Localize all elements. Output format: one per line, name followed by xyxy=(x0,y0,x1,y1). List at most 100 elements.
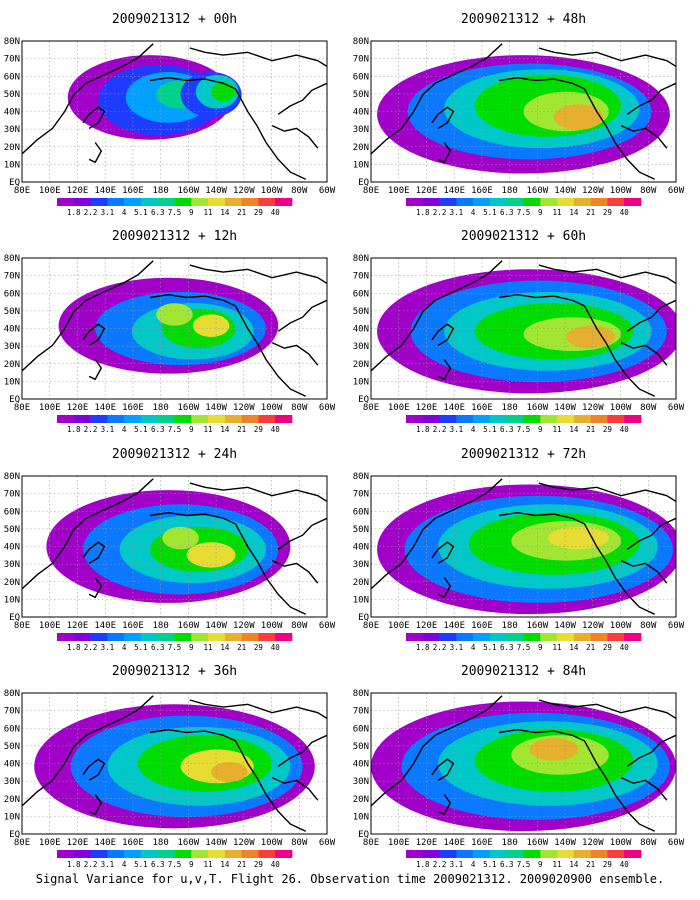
colorbar-swatch xyxy=(540,415,558,423)
colorbar-swatch xyxy=(624,850,642,858)
coastline xyxy=(277,734,327,767)
colorbar-swatch xyxy=(573,633,591,641)
colorbar-label: 7.5 xyxy=(517,208,531,217)
coastline xyxy=(620,776,668,801)
colorbar-swatch xyxy=(90,198,108,206)
colorbar-label: 21 xyxy=(586,860,595,869)
lat-tick-label: 20N xyxy=(4,795,20,805)
coastline xyxy=(620,124,668,149)
lat-tick-label: 70N xyxy=(4,490,20,500)
colorbar-label: 6.3 xyxy=(500,643,514,652)
colorbar-swatch xyxy=(506,850,524,858)
colorbar-label: 9 xyxy=(189,425,194,434)
panel-title: 2009021312 + 24h xyxy=(112,447,237,462)
lat-tick-label: 60N xyxy=(4,507,20,517)
figure-caption: Signal Variance for u,v,T. Flight 26. Ob… xyxy=(35,872,665,886)
colorbar-label: 6.3 xyxy=(500,425,514,434)
colorbar-swatch xyxy=(90,850,108,858)
colorbar-label: 4 xyxy=(122,208,127,217)
colorbar-swatch xyxy=(406,850,424,858)
colorbar-label: 3.1 xyxy=(450,643,464,652)
lat-tick-label: 30N xyxy=(353,560,369,570)
colorbar-swatch xyxy=(473,850,491,858)
panel-title: 2009021312 + 60h xyxy=(461,229,586,244)
lon-tick-label: 60W xyxy=(668,621,685,631)
colorbar-label: 1.8 xyxy=(416,860,430,869)
colorbar-label: 1.8 xyxy=(416,643,430,652)
lat-tick-label: EQ xyxy=(358,395,369,405)
map-panel: 2009021312 + 48h 80N 70N 60N 50N 40N 30N 20N 10N… xyxy=(353,12,685,217)
colorbar-swatch xyxy=(258,633,276,641)
coastline xyxy=(431,541,455,564)
lat-tick-label: 70N xyxy=(4,55,20,65)
lat-tick-label: 80N xyxy=(4,254,20,264)
lat-tick-label: 20N xyxy=(4,578,20,588)
panel-title: 2009021312 + 00h xyxy=(112,12,237,27)
colorbar-swatch xyxy=(422,198,440,206)
colorbar-label: 11 xyxy=(204,425,213,434)
map-frame xyxy=(370,475,677,618)
colorbar-swatch xyxy=(523,198,541,206)
coastline xyxy=(498,293,655,397)
coastline xyxy=(271,559,319,584)
colorbar-swatch xyxy=(456,850,474,858)
lon-tick-label: 140W xyxy=(205,621,227,631)
colorbar-label: 4 xyxy=(122,425,127,434)
lon-tick-label: 160W xyxy=(527,186,549,196)
lon-tick-label: 80E xyxy=(14,403,30,413)
colorbar-label: 7.5 xyxy=(168,425,182,434)
lon-tick-label: 160E xyxy=(471,621,493,631)
colorbar-swatch xyxy=(439,415,457,423)
lon-tick-label: 100W xyxy=(610,838,632,848)
lon-tick-label: 160E xyxy=(471,403,493,413)
lat-tick-label: EQ xyxy=(9,613,20,623)
lon-tick-label: 140W xyxy=(554,403,576,413)
coastline xyxy=(538,482,676,502)
colorbar-swatch xyxy=(191,850,209,858)
panel-title: 2009021312 + 72h xyxy=(461,447,586,462)
lon-tick-label: 180 xyxy=(153,186,169,196)
lat-tick-label: 80N xyxy=(353,37,369,47)
coastline xyxy=(22,260,154,372)
colorbar-label: 3.1 xyxy=(101,208,115,217)
lat-tick-label: 30N xyxy=(4,125,20,135)
lon-tick-label: 160W xyxy=(178,838,200,848)
lon-tick-label: 120W xyxy=(582,186,604,196)
colorbar-swatch xyxy=(57,415,75,423)
coastline xyxy=(149,511,306,615)
colorbar-label: 2.2 xyxy=(433,860,447,869)
lon-tick-label: 100E xyxy=(39,621,61,631)
colorbar-label: 40 xyxy=(620,425,630,434)
colorbar-label: 11 xyxy=(204,208,213,217)
map-panel: 2009021312 + 00h 80N 70N 60N 50N 40N 30N 20N 10N… xyxy=(4,12,336,217)
colorbar-swatch xyxy=(456,633,474,641)
lat-tick-label: 10N xyxy=(353,595,369,605)
colorbar-label: 3.1 xyxy=(450,208,464,217)
colorbar-swatch xyxy=(157,415,175,423)
lon-tick-label: 80W xyxy=(640,838,657,848)
coastline xyxy=(626,299,676,332)
lon-tick-label: 80E xyxy=(14,186,30,196)
colorbar-label: 21 xyxy=(586,208,595,217)
colorbar-swatch xyxy=(624,198,642,206)
lat-tick-label: 10N xyxy=(4,595,20,605)
lon-tick-label: 140E xyxy=(94,186,116,196)
colorbar-swatch xyxy=(456,415,474,423)
lat-tick-label: 40N xyxy=(353,543,369,553)
colorbar-label: 21 xyxy=(237,208,246,217)
colorbar-swatch xyxy=(157,850,175,858)
colorbar-swatch xyxy=(275,198,293,206)
lon-tick-label: 120E xyxy=(416,838,438,848)
coastline xyxy=(620,341,668,366)
colorbar-swatch xyxy=(140,850,159,858)
colorbar-label: 11 xyxy=(553,208,562,217)
lat-tick-label: 30N xyxy=(4,342,20,352)
colorbar-swatch xyxy=(624,415,642,423)
lon-tick-label: 140W xyxy=(554,186,576,196)
colorbar-label: 1.8 xyxy=(67,208,81,217)
lon-tick-label: 60W xyxy=(319,186,336,196)
lon-tick-label: 180 xyxy=(153,621,169,631)
lat-tick-label: 70N xyxy=(4,272,20,282)
colorbar-label: 9 xyxy=(538,860,543,869)
colorbar-swatch xyxy=(107,198,125,206)
